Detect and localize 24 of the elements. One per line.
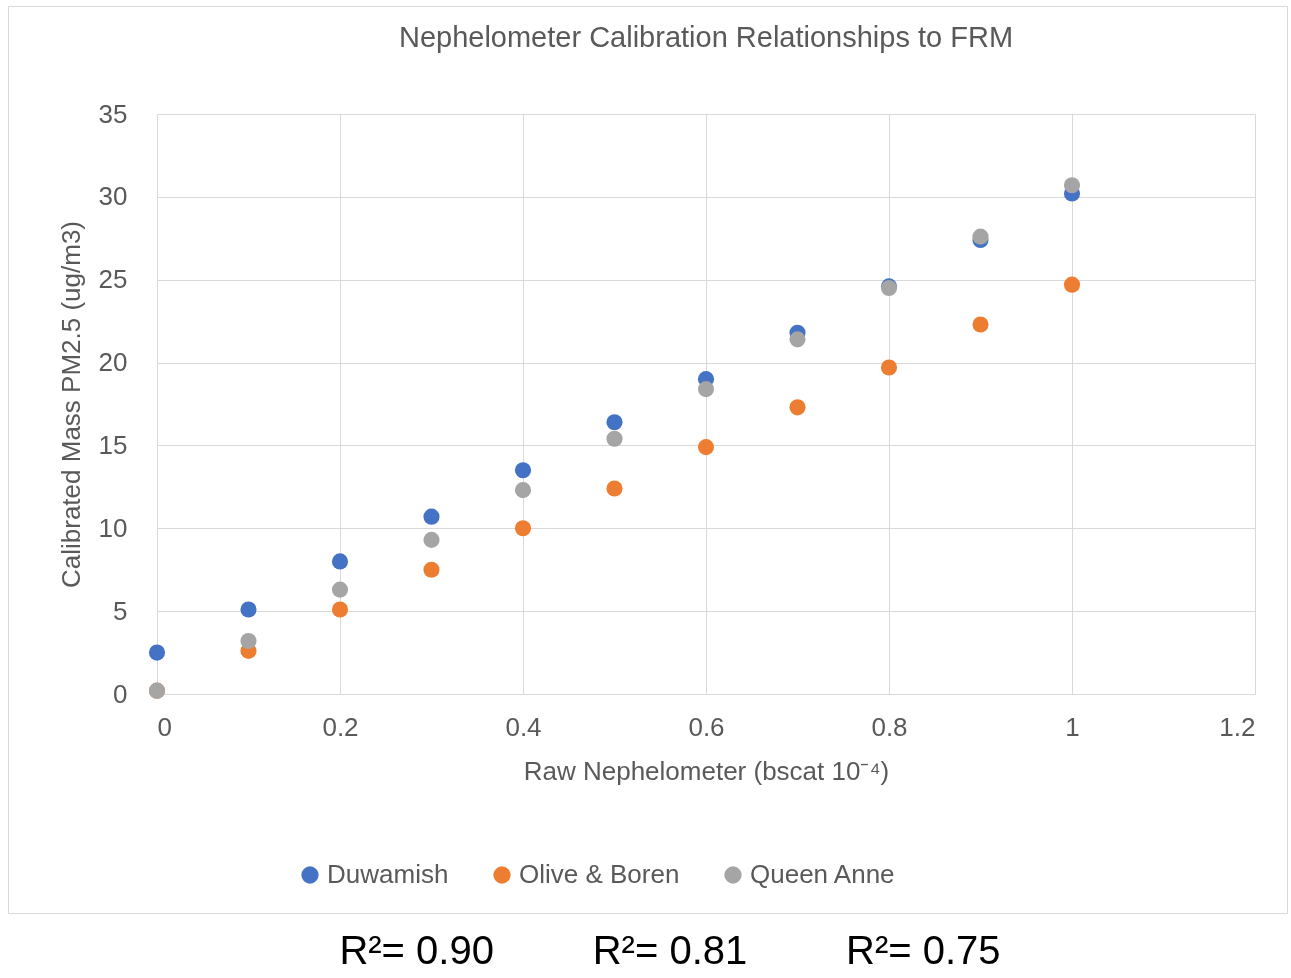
y-tick-label: 30 xyxy=(98,181,128,212)
y-tick-label: 15 xyxy=(98,429,128,460)
x-tick-label: 0.2 xyxy=(322,711,359,742)
x-axis-title: Raw Nephelometer (bscat 10⁻⁴) xyxy=(523,755,890,786)
x-tick-label: 0.8 xyxy=(871,711,908,742)
text: R²= 0.90 xyxy=(339,928,494,973)
x-tick-label: 0.4 xyxy=(505,711,542,742)
legend-label: Olive & Boren xyxy=(519,859,680,889)
y-tick-label: 10 xyxy=(98,512,128,543)
text: R²= 0.81 xyxy=(592,928,748,973)
y-tick-label: 0 xyxy=(113,678,128,709)
y-tick-label: 25 xyxy=(98,264,128,295)
x-tick-label: 0.6 xyxy=(688,711,725,742)
x-tick-label: 1.2 xyxy=(1219,711,1256,742)
x-tick-label: 0 xyxy=(157,711,172,742)
legend-label: Queen Anne xyxy=(750,859,895,889)
y-tick-label: 20 xyxy=(98,347,128,378)
y-tick-label: 35 xyxy=(98,98,128,129)
y-axis-title: Calibrated Mass PM2.5 (ug/m3) xyxy=(55,220,86,589)
x-tick-label: 1 xyxy=(1065,711,1080,742)
y-tick-label: 5 xyxy=(113,595,128,626)
text: R²= 0.75 xyxy=(846,928,1001,973)
chart-title: Nephelometer Calibration Relationships to FRM xyxy=(398,21,1014,53)
legend-label: Duwamish xyxy=(327,859,449,889)
